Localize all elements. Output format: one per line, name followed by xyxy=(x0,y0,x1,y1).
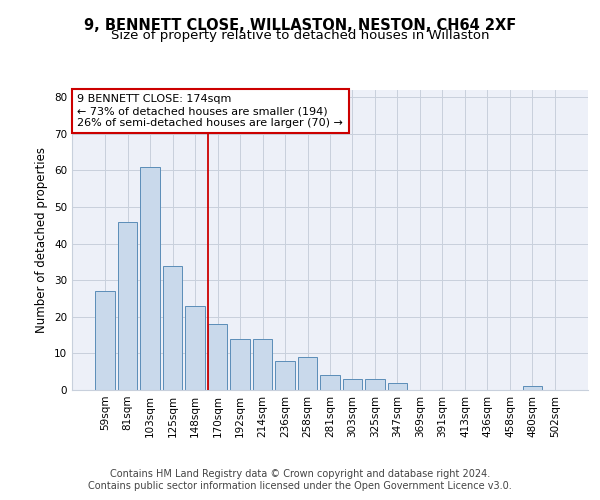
Text: Size of property relative to detached houses in Willaston: Size of property relative to detached ho… xyxy=(111,28,489,42)
Bar xyxy=(253,339,272,390)
Bar xyxy=(230,339,250,390)
Text: 9, BENNETT CLOSE, WILLASTON, NESTON, CH64 2XF: 9, BENNETT CLOSE, WILLASTON, NESTON, CH6… xyxy=(84,18,516,32)
Bar xyxy=(140,167,160,390)
Text: Contains HM Land Registry data © Crown copyright and database right 2024.: Contains HM Land Registry data © Crown c… xyxy=(110,469,490,479)
Bar xyxy=(523,386,542,390)
Bar xyxy=(275,360,295,390)
Y-axis label: Number of detached properties: Number of detached properties xyxy=(35,147,49,333)
Bar xyxy=(208,324,227,390)
Bar xyxy=(388,382,407,390)
Bar xyxy=(185,306,205,390)
Text: 9 BENNETT CLOSE: 174sqm
← 73% of detached houses are smaller (194)
26% of semi-d: 9 BENNETT CLOSE: 174sqm ← 73% of detache… xyxy=(77,94,343,128)
Bar xyxy=(95,291,115,390)
Text: Contains public sector information licensed under the Open Government Licence v3: Contains public sector information licen… xyxy=(88,481,512,491)
Bar xyxy=(298,357,317,390)
Bar xyxy=(163,266,182,390)
Bar xyxy=(365,379,385,390)
Bar xyxy=(118,222,137,390)
Bar xyxy=(343,379,362,390)
Bar xyxy=(320,376,340,390)
